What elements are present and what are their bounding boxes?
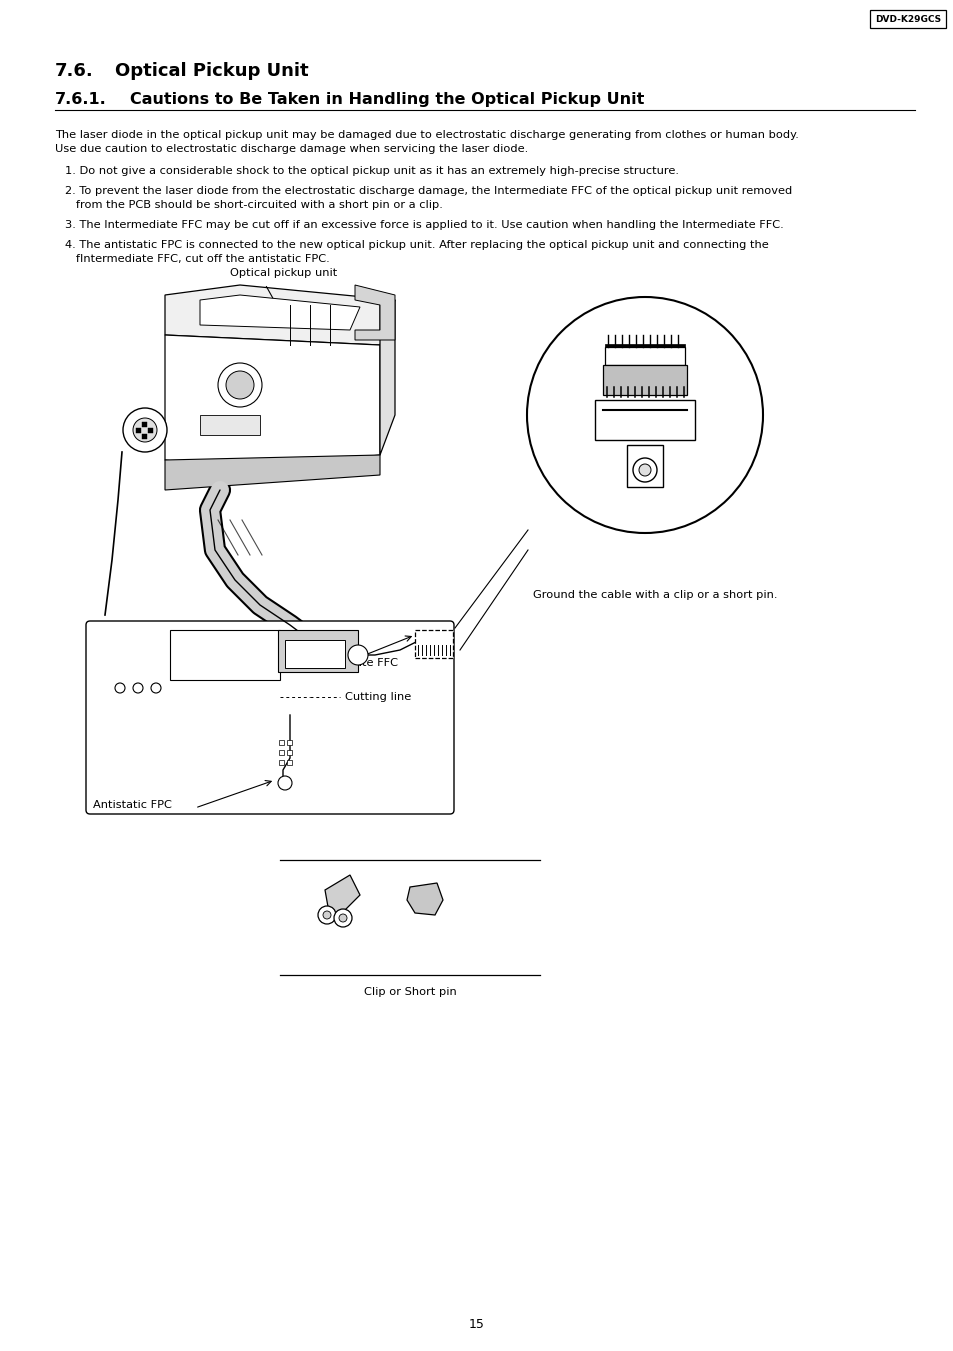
- Bar: [869, 9, 945, 28]
- Circle shape: [226, 372, 253, 399]
- Circle shape: [277, 775, 292, 790]
- Text: Optical Pickup Unit: Optical Pickup Unit: [115, 62, 309, 80]
- Bar: [415, 630, 453, 658]
- Circle shape: [151, 684, 161, 693]
- Text: Cutting line: Cutting line: [345, 692, 411, 703]
- Text: Cautions to Be Taken in Handling the Optical Pickup Unit: Cautions to Be Taken in Handling the Opt…: [130, 92, 643, 107]
- Circle shape: [323, 911, 331, 919]
- FancyBboxPatch shape: [86, 621, 454, 815]
- Text: The laser diode in the optical pickup unit may be damaged due to electrostatic d: The laser diode in the optical pickup un…: [55, 130, 798, 141]
- Circle shape: [218, 363, 262, 407]
- Circle shape: [317, 907, 335, 924]
- Circle shape: [334, 909, 352, 927]
- Bar: [604, 347, 684, 365]
- Bar: [149, 427, 153, 432]
- Bar: [287, 740, 292, 744]
- Polygon shape: [165, 335, 379, 470]
- Bar: [278, 761, 284, 765]
- Text: Clip or Short pin: Clip or Short pin: [363, 988, 456, 997]
- Bar: [278, 750, 284, 755]
- Polygon shape: [165, 455, 379, 490]
- Text: 3. The Intermediate FFC may be cut off if an excessive force is applied to it. U: 3. The Intermediate FFC may be cut off i…: [65, 220, 783, 230]
- Bar: [278, 740, 284, 744]
- Polygon shape: [379, 300, 395, 455]
- Text: DVD-K29GCS: DVD-K29GCS: [874, 15, 940, 23]
- Bar: [595, 400, 695, 440]
- Bar: [142, 422, 148, 427]
- Bar: [287, 750, 292, 755]
- Text: Optical pickup unit: Optical pickup unit: [230, 267, 337, 278]
- Circle shape: [115, 684, 125, 693]
- Text: 7.6.1.: 7.6.1.: [55, 92, 107, 107]
- Bar: [277, 630, 357, 671]
- Bar: [604, 345, 684, 347]
- Polygon shape: [407, 884, 442, 915]
- Circle shape: [338, 915, 347, 921]
- Circle shape: [526, 297, 762, 534]
- Text: Antistatic FPC: Antistatic FPC: [92, 800, 172, 811]
- Circle shape: [123, 408, 167, 453]
- Bar: [626, 444, 662, 486]
- Bar: [142, 434, 148, 439]
- Polygon shape: [355, 285, 395, 340]
- Text: 4. The antistatic FPC is connected to the new optical pickup unit. After replaci: 4. The antistatic FPC is connected to th…: [65, 240, 768, 250]
- Text: Ground the cable with a clip or a short pin.: Ground the cable with a clip or a short …: [533, 590, 777, 600]
- Text: 7.6.: 7.6.: [55, 62, 93, 80]
- Polygon shape: [325, 875, 359, 920]
- Circle shape: [132, 684, 143, 693]
- Circle shape: [633, 458, 657, 482]
- Text: Intermediate FFC: Intermediate FFC: [299, 658, 397, 667]
- Circle shape: [639, 463, 650, 476]
- Polygon shape: [200, 295, 359, 330]
- Bar: [170, 630, 280, 680]
- Text: fIntermediate FFC, cut off the antistatic FPC.: fIntermediate FFC, cut off the antistati…: [65, 254, 330, 263]
- Circle shape: [348, 644, 368, 665]
- Bar: [602, 365, 686, 394]
- Bar: [285, 640, 345, 667]
- Polygon shape: [165, 285, 395, 345]
- Bar: [287, 761, 292, 765]
- Bar: [136, 427, 141, 432]
- Text: 2. To prevent the laser diode from the electrostatic discharge damage, the Inter: 2. To prevent the laser diode from the e…: [65, 186, 791, 196]
- Text: 15: 15: [469, 1319, 484, 1332]
- Text: 1. Do not give a considerable shock to the optical pickup unit as it has an extr: 1. Do not give a considerable shock to t…: [65, 166, 679, 176]
- Circle shape: [132, 417, 157, 442]
- Bar: [200, 415, 260, 435]
- Text: Use due caution to electrostatic discharge damage when servicing the laser diode: Use due caution to electrostatic dischar…: [55, 145, 528, 154]
- Text: from the PCB should be short-circuited with a short pin or a clip.: from the PCB should be short-circuited w…: [65, 200, 442, 209]
